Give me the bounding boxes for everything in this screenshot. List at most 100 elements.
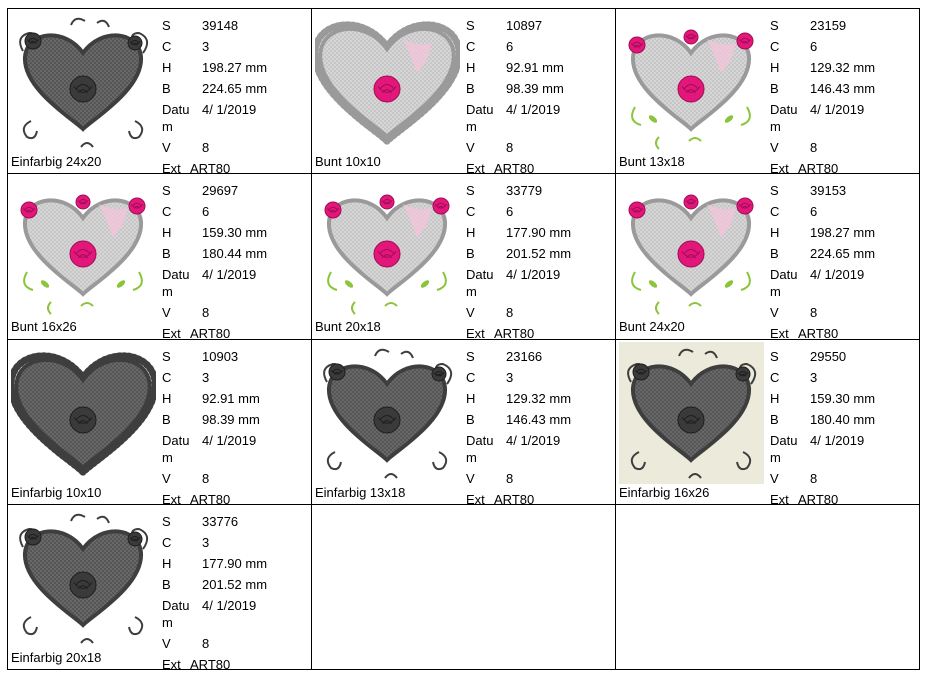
- design-thumbnail[interactable]: [619, 11, 764, 153]
- value-version: 8: [810, 140, 818, 155]
- design-entry[interactable]: Einfarbig 16x26 S 29550 C 3 H 159.30 mm B 18…: [616, 340, 919, 507]
- value-colors: 6: [506, 39, 514, 54]
- label-c: C: [162, 534, 172, 550]
- label-c: C: [466, 369, 476, 385]
- label-c: C: [162, 369, 172, 385]
- value-width: 180.44 mm: [202, 246, 268, 262]
- value-datum: 4/ 1/2019: [506, 432, 561, 448]
- design-thumbnail[interactable]: [11, 507, 156, 649]
- design-cell: Einfarbig 24x20 S 39148 C 3 H 198.27 mm B 22…: [7, 7, 312, 176]
- design-entry[interactable]: Bunt 13x18 S 23159 C 6 H 129.32 mm B 146.43 …: [616, 9, 919, 176]
- value-stitches: 33776: [202, 513, 239, 529]
- label-s: S: [162, 348, 171, 364]
- design-caption: Bunt 10x10: [315, 154, 381, 169]
- design-thumbnail[interactable]: [11, 176, 156, 318]
- label-datum-wrap: m: [162, 119, 173, 134]
- value-stitches: 33779: [506, 183, 543, 199]
- label-ext: Ext: [466, 161, 485, 176]
- design-thumbnail[interactable]: [11, 342, 156, 484]
- label-v: V: [466, 140, 475, 155]
- label-s: S: [466, 183, 475, 199]
- value-stitches: 39153: [810, 183, 847, 199]
- value-width: 224.65 mm: [202, 81, 268, 96]
- label-ext: Ext: [770, 491, 789, 507]
- design-entry[interactable]: Bunt 24x20 S 39153 C 6 H 198.27 mm B 224.65 …: [616, 174, 919, 341]
- value-width: 201.52 mm: [506, 246, 572, 262]
- design-entry[interactable]: Einfarbig 13x18 S 23166 C 3 H 129.32 mm B 14…: [312, 340, 615, 507]
- label-datum-wrap: m: [770, 284, 781, 300]
- label-datum: Datu: [466, 432, 494, 448]
- design-thumbnail[interactable]: [619, 341, 764, 484]
- value-version: 8: [202, 635, 210, 651]
- label-s: S: [770, 18, 779, 33]
- label-c: C: [770, 369, 780, 385]
- label-c: C: [162, 39, 172, 54]
- design-thumbnail[interactable]: [315, 342, 460, 484]
- value-width: 146.43 mm: [506, 411, 572, 427]
- label-datum: Datu: [770, 267, 798, 283]
- design-entry[interactable]: Einfarbig 10x10 S 10903 C 3 H 92.91 mm B 98.…: [8, 340, 311, 507]
- label-ext: Ext: [770, 326, 789, 342]
- catalog-row: Bunt 16x26 S 29697 C 6 H 159.30 mm B 180.44 …: [7, 173, 920, 341]
- value-datum: 4/ 1/2019: [810, 267, 865, 283]
- design-cell: Einfarbig 16x26 S 29550 C 3 H 159.30 mm B 18…: [615, 338, 920, 507]
- empty-cell: [311, 503, 616, 671]
- value-stitches: 23159: [810, 18, 847, 33]
- value-width: 180.40 mm: [810, 411, 876, 427]
- design-entry[interactable]: Bunt 16x26 S 29697 C 6 H 159.30 mm B 180.44 …: [8, 174, 311, 341]
- label-v: V: [162, 470, 171, 486]
- value-stitches: 29550: [810, 348, 847, 364]
- label-v: V: [466, 305, 475, 321]
- label-c: C: [466, 204, 476, 220]
- value-width: 98.39 mm: [506, 81, 564, 96]
- label-v: V: [162, 305, 171, 321]
- empty-cell: [615, 503, 920, 671]
- value-datum: 4/ 1/2019: [202, 102, 257, 117]
- label-datum: Datu: [162, 597, 190, 613]
- label-h: H: [770, 225, 780, 241]
- design-caption: Einfarbig 20x18: [11, 649, 102, 665]
- design-caption: Einfarbig 13x18: [315, 484, 406, 500]
- label-b: B: [162, 576, 171, 592]
- value-datum: 4/ 1/2019: [506, 267, 561, 283]
- design-thumbnail[interactable]: [315, 11, 460, 153]
- label-v: V: [466, 470, 475, 486]
- design-caption: Bunt 13x18: [619, 154, 685, 169]
- value-colors: 3: [506, 369, 514, 385]
- design-thumbnail[interactable]: [315, 176, 460, 318]
- label-datum-wrap: m: [162, 614, 173, 630]
- label-datum: Datu: [466, 102, 494, 117]
- label-ext: Ext: [162, 161, 181, 176]
- value-version: 8: [202, 140, 210, 155]
- design-entry[interactable]: Einfarbig 24x20 S 39148 C 3 H 198.27 mm B 22…: [8, 9, 311, 176]
- value-colors: 6: [810, 204, 818, 220]
- value-height: 159.30 mm: [202, 225, 268, 241]
- value-colors: 3: [202, 39, 210, 54]
- label-b: B: [770, 411, 779, 427]
- value-height: 198.27 mm: [810, 225, 876, 241]
- value-version: 8: [506, 140, 514, 155]
- design-thumbnail[interactable]: [11, 11, 156, 153]
- design-thumbnail[interactable]: [619, 176, 764, 318]
- value-datum: 4/ 1/2019: [810, 432, 865, 448]
- label-b: B: [466, 246, 475, 262]
- label-b: B: [466, 411, 475, 427]
- value-stitches: 10903: [202, 348, 239, 364]
- design-entry[interactable]: Bunt 20x18 S 33779 C 6 H 177.90 mm B 201.52 …: [312, 174, 615, 341]
- value-height: 159.30 mm: [810, 390, 876, 406]
- value-stitches: 10897: [506, 18, 543, 33]
- label-b: B: [162, 411, 171, 427]
- label-h: H: [770, 60, 780, 75]
- value-datum: 4/ 1/2019: [202, 432, 257, 448]
- value-extension: ART80: [190, 326, 231, 342]
- value-colors: 6: [810, 39, 818, 54]
- value-height: 92.91 mm: [506, 60, 564, 75]
- design-entry[interactable]: Bunt 10x10 S 10897 C 6 H 92.91 mm B 98.39 mm…: [312, 9, 615, 176]
- design-entry[interactable]: Einfarbig 20x18 S 33776 C 3 H 177.90 mm B 20…: [8, 505, 311, 672]
- label-datum-wrap: m: [162, 284, 173, 300]
- label-datum-wrap: m: [466, 284, 477, 300]
- label-c: C: [466, 39, 476, 54]
- label-s: S: [466, 348, 475, 364]
- label-h: H: [466, 225, 476, 241]
- value-colors: 3: [810, 369, 818, 385]
